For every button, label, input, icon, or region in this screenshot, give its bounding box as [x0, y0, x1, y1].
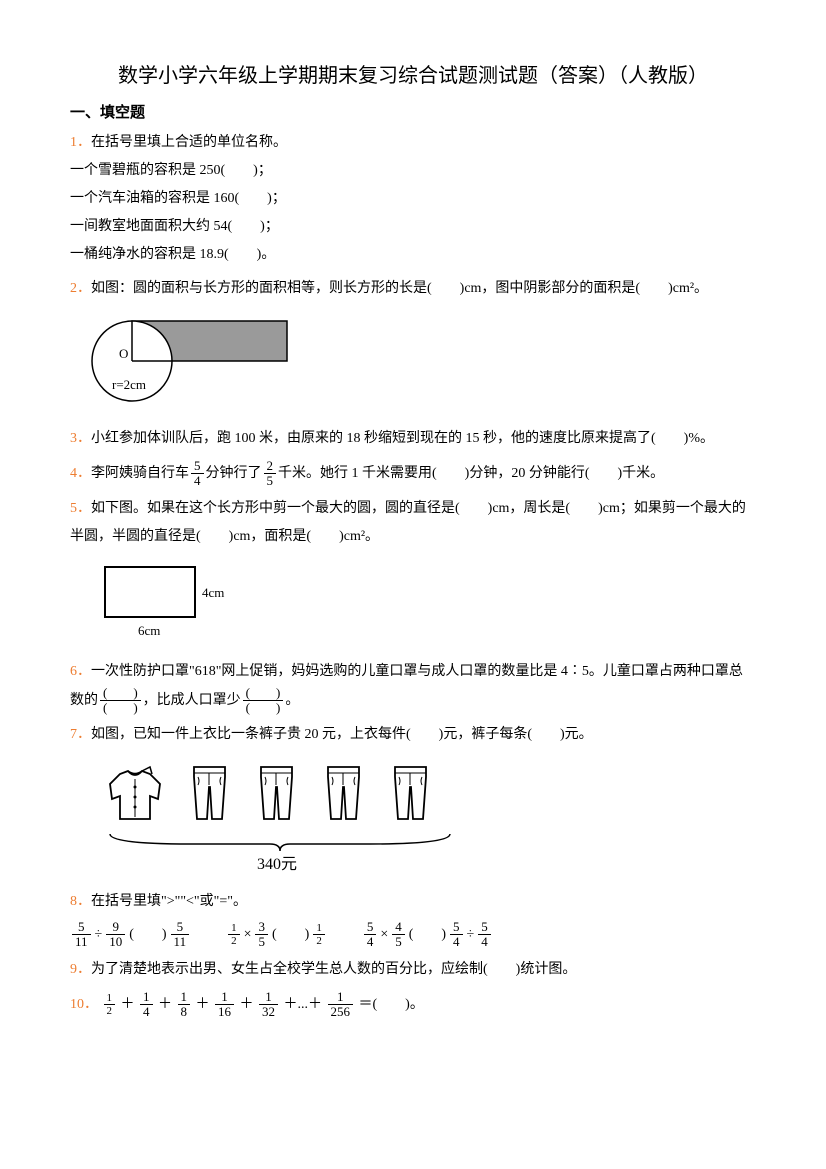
- q10-eq: ＝( )。: [359, 997, 424, 1012]
- question-10: 10． 12 ＋ 14 ＋ 18 ＋ 116 ＋ 132 ＋...＋ 1256 …: [70, 990, 756, 1020]
- circle-o-label: O: [119, 346, 128, 361]
- q3-text: 小红参加体训队后，跑 100 米，由原来的 18 秒缩短到现在的 15 秒，他的…: [91, 431, 714, 446]
- q5-num: 5．: [70, 501, 91, 516]
- q1-line1: 一个雪碧瓶的容积是 250( )；: [70, 157, 756, 185]
- q6-text3: 。: [285, 693, 299, 708]
- q1-line3: 一间教室地面面积大约 54( )；: [70, 213, 756, 241]
- pants-icon: [383, 759, 438, 829]
- q6-frac1: ( )( ): [100, 686, 141, 716]
- q1-text: 在括号里填上合适的单位名称。: [91, 135, 287, 150]
- q4-frac2: 25: [264, 459, 277, 489]
- pants-icon: [316, 759, 371, 829]
- question-3: 3．小红参加体训队后，跑 100 米，由原来的 18 秒缩短到现在的 15 秒，…: [70, 425, 756, 453]
- q2-text: 如图：圆的面积与长方形的面积相等，则长方形的长是( )cm，图中阴影部分的面积是…: [91, 281, 708, 296]
- q1-line2: 一个汽车油箱的容积是 160( )；: [70, 185, 756, 213]
- question-9: 9．为了清楚地表示出男、女生占全校学生总人数的百分比，应绘制( )统计图。: [70, 956, 756, 984]
- q7-num: 7．: [70, 727, 91, 742]
- q6-num: 6．: [70, 664, 91, 679]
- rect-h-label: 4cm: [202, 585, 224, 600]
- q4-text1: 李阿姨骑自行车: [91, 466, 189, 481]
- pants-icon: [182, 759, 237, 829]
- q4-text3: 千米。她行 1 千米需要用( )分钟，20 分钟能行( )千米。: [278, 466, 664, 481]
- q5-text: 如下图。如果在这个长方形中剪一个最大的圆，圆的直径是( )cm，周长是( )cm…: [70, 501, 746, 544]
- question-1: 1．在括号里填上合适的单位名称。 一个雪碧瓶的容积是 250( )； 一个汽车油…: [70, 129, 756, 269]
- question-2: 2．如图：圆的面积与长方形的面积相等，则长方形的长是( )cm，图中阴影部分的面…: [70, 275, 756, 417]
- question-8: 8．在括号里填">""<"或"="。 511 ÷ 910 ( ) 511 12 …: [70, 888, 756, 950]
- q7-brace: 340元: [100, 829, 480, 882]
- q9-num: 9．: [70, 962, 91, 977]
- question-4: 4．李阿姨骑自行车54分钟行了25千米。她行 1 千米需要用( )分钟，20 分…: [70, 459, 756, 489]
- q2-diagram: O r=2cm: [90, 311, 756, 417]
- q4-num: 4．: [70, 466, 91, 481]
- q7-text: 如图，已知一件上衣比一条裤子贵 20 元，上衣每件( )元，裤子每条( )元。: [91, 727, 593, 742]
- q4-frac1: 54: [191, 459, 204, 489]
- page-title: 数学小学六年级上学期期末复习综合试题测试题（答案）（人教版）: [70, 60, 756, 92]
- q7-clothing: [100, 759, 756, 829]
- q3-num: 3．: [70, 431, 91, 446]
- section-header: 一、填空题: [70, 100, 756, 127]
- q6-text2: ，比成人口罩少: [143, 693, 241, 708]
- pants-icon: [249, 759, 304, 829]
- q8-c2: 12 × 35 ( ) 12: [226, 920, 327, 950]
- q6-frac2: ( )( ): [243, 686, 284, 716]
- shirt-icon: [100, 759, 170, 829]
- question-5: 5．如下图。如果在这个长方形中剪一个最大的圆，圆的直径是( )cm，周长是( )…: [70, 495, 756, 650]
- q9-text: 为了清楚地表示出男、女生占全校学生总人数的百分比，应绘制( )统计图。: [91, 962, 576, 977]
- q1-line4: 一桶纯净水的容积是 18.9( )。: [70, 241, 756, 269]
- q1-num: 1．: [70, 135, 91, 150]
- q8-num: 8．: [70, 894, 91, 909]
- question-6: 6．一次性防护口罩"618"网上促销，妈妈选购的儿童口罩与成人口罩的数量比是 4…: [70, 658, 756, 716]
- rect-w-label: 6cm: [138, 623, 160, 638]
- q8-c3: 54 × 45 ( ) 54 ÷ 54: [362, 920, 493, 950]
- total-label: 340元: [257, 856, 297, 871]
- q8-compare: 511 ÷ 910 ( ) 511 12 × 35 ( ) 12 54 × 45…: [70, 920, 756, 950]
- q10-num: 10．: [70, 997, 98, 1012]
- circle-r-label: r=2cm: [112, 377, 146, 392]
- q2-num: 2．: [70, 281, 91, 296]
- question-7: 7．如图，已知一件上衣比一条裤子贵 20 元，上衣每件( )元，裤子每条( )元…: [70, 721, 756, 882]
- q4-text2: 分钟行了: [206, 466, 262, 481]
- q8-c1: 511 ÷ 910 ( ) 511: [70, 920, 191, 950]
- q5-diagram: 4cm 6cm: [90, 559, 756, 650]
- q8-text: 在括号里填">""<"或"="。: [91, 894, 247, 909]
